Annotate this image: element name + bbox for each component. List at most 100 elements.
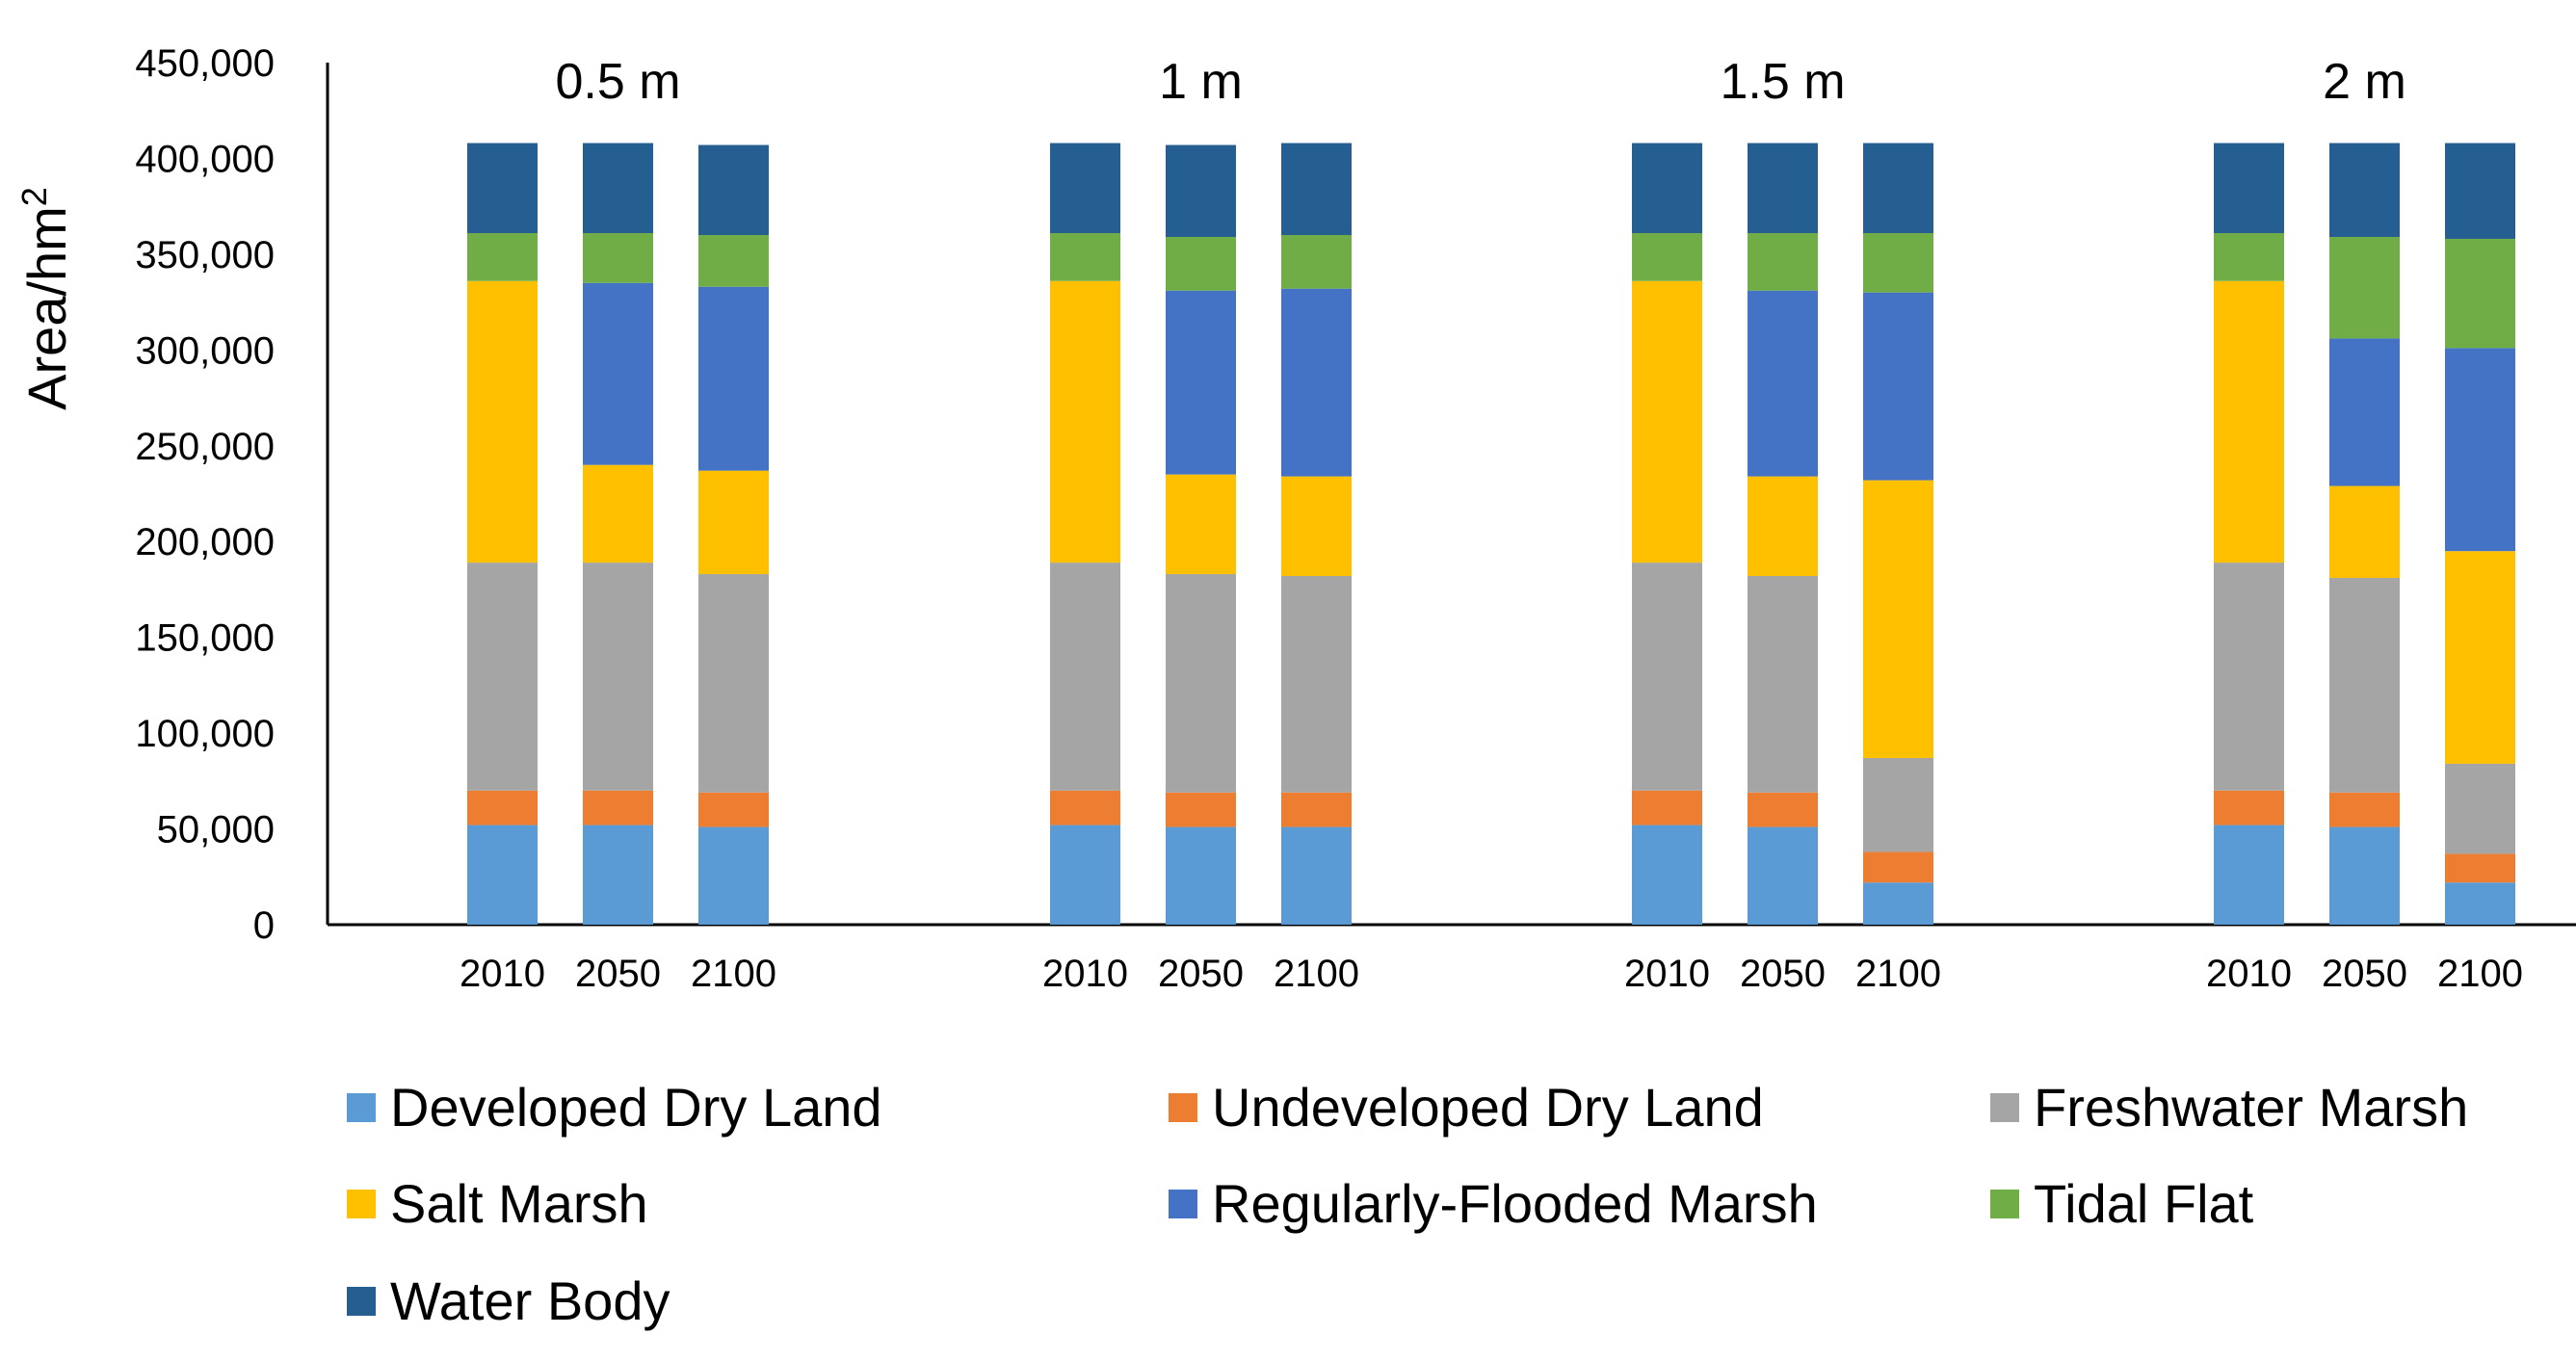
bar-segment bbox=[1050, 143, 1120, 234]
legend-swatch bbox=[1990, 1093, 2019, 1122]
y-tick-label: 250,000 bbox=[135, 426, 275, 468]
bar-segment bbox=[1748, 476, 1818, 577]
bar-segment bbox=[1632, 280, 1702, 563]
legend-swatch bbox=[1169, 1093, 1197, 1122]
group-title: 1 m bbox=[1159, 54, 1243, 110]
legend-label: Tidal Flat bbox=[2034, 1173, 2254, 1234]
bar-segment bbox=[1281, 476, 1352, 577]
bar-segment bbox=[2214, 790, 2284, 825]
bar-segment bbox=[1863, 757, 1933, 852]
bar-segment bbox=[1748, 792, 1818, 827]
bar-segment bbox=[1863, 143, 1933, 234]
bar-segment bbox=[2214, 280, 2284, 563]
bar-segment bbox=[583, 464, 653, 563]
bar-segment bbox=[583, 282, 653, 465]
bar-segment bbox=[1281, 288, 1352, 477]
legend-label: Water Body bbox=[390, 1270, 670, 1331]
bar-segment bbox=[2329, 143, 2400, 237]
bar-segment bbox=[467, 790, 538, 825]
y-tick-label: 350,000 bbox=[135, 234, 275, 276]
x-tick-label: 2100 bbox=[1274, 953, 1359, 995]
x-tick-label: 2100 bbox=[1855, 953, 1941, 995]
bar-segment bbox=[1050, 563, 1120, 791]
bar-segment bbox=[1166, 574, 1236, 793]
bar-segment bbox=[1748, 233, 1818, 291]
bar-segment bbox=[2445, 143, 2515, 239]
y-tick-label: 100,000 bbox=[135, 713, 275, 755]
legend-label: Salt Marsh bbox=[390, 1173, 648, 1234]
bar-segment bbox=[583, 563, 653, 791]
bar-segment bbox=[698, 826, 769, 925]
group-title: 1.5 m bbox=[1720, 54, 1845, 110]
bar-segment bbox=[2329, 792, 2400, 827]
y-tick-label: 450,000 bbox=[135, 42, 275, 85]
bar-segment bbox=[1281, 143, 1352, 235]
bar-segment bbox=[1166, 826, 1236, 925]
legend-label: Undeveloped Dry Land bbox=[1212, 1077, 1764, 1138]
legend-label: Regularly-Flooded Marsh bbox=[1212, 1173, 1818, 1234]
x-tick-label: 2100 bbox=[2437, 953, 2523, 995]
y-tick-label: 150,000 bbox=[135, 617, 275, 660]
bar-segment bbox=[2445, 551, 2515, 764]
bar-segment bbox=[1166, 236, 1236, 291]
bar-segment bbox=[467, 233, 538, 281]
bar-segment bbox=[698, 574, 769, 793]
bar-segment bbox=[1632, 824, 1702, 925]
group-title: 2 m bbox=[2323, 54, 2406, 110]
bar-segment bbox=[1166, 474, 1236, 575]
bar-segment bbox=[2214, 143, 2284, 234]
bar-segment bbox=[2214, 233, 2284, 281]
bar-segment bbox=[2445, 348, 2515, 552]
bar-segment bbox=[467, 280, 538, 563]
bar-segment bbox=[698, 235, 769, 287]
bar-segment bbox=[698, 470, 769, 575]
bar-segment bbox=[1050, 790, 1120, 825]
x-tick-label: 2050 bbox=[1158, 953, 1244, 995]
bar-segment bbox=[1748, 290, 1818, 477]
x-tick-label: 2010 bbox=[1624, 953, 1710, 995]
legend-swatch bbox=[347, 1190, 376, 1218]
legend-label: Freshwater Marsh bbox=[2034, 1077, 2468, 1138]
x-tick-label: 2010 bbox=[460, 953, 545, 995]
x-tick-label: 2050 bbox=[1740, 953, 1826, 995]
x-tick-label: 2050 bbox=[575, 953, 661, 995]
bar-segment bbox=[2329, 236, 2400, 339]
bar-segment bbox=[1281, 826, 1352, 925]
bar-segment bbox=[1863, 851, 1933, 883]
x-tick-label: 2100 bbox=[691, 953, 776, 995]
legend-swatch bbox=[1169, 1190, 1197, 1218]
bar-segment bbox=[2445, 238, 2515, 349]
legend-swatch bbox=[1990, 1190, 2019, 1218]
bar-segment bbox=[583, 233, 653, 283]
bar-segment bbox=[2214, 563, 2284, 791]
bar-segment bbox=[1632, 233, 1702, 281]
bar-segment bbox=[1863, 292, 1933, 481]
x-tick-label: 2010 bbox=[1042, 953, 1128, 995]
y-tick-label: 0 bbox=[253, 904, 275, 947]
bar-segment bbox=[1632, 143, 1702, 234]
bar-segment bbox=[698, 286, 769, 471]
bar-segment bbox=[1281, 576, 1352, 793]
group-title: 0.5 m bbox=[555, 54, 680, 110]
bar-segment bbox=[1166, 792, 1236, 827]
bar-segment bbox=[2329, 826, 2400, 925]
bar-segment bbox=[2329, 578, 2400, 793]
legend: Developed Dry Land Undeveloped Dry Land Fr… bbox=[347, 1077, 2468, 1331]
bar-segment bbox=[2445, 763, 2515, 854]
legend-swatch bbox=[347, 1093, 376, 1122]
bar-segment bbox=[1863, 480, 1933, 758]
y-tick-label: 200,000 bbox=[135, 521, 275, 563]
bar-segment bbox=[1050, 233, 1120, 281]
y-tick-label: 400,000 bbox=[135, 138, 275, 180]
bar-segment bbox=[698, 144, 769, 235]
bar-segment bbox=[1632, 790, 1702, 825]
bar-segment bbox=[467, 563, 538, 791]
bar-segment bbox=[2329, 338, 2400, 486]
bar-segment bbox=[2214, 824, 2284, 925]
bar-segment bbox=[698, 792, 769, 827]
bar-segment bbox=[1748, 576, 1818, 793]
labels: 0 50,000 100,000 150,000 200,000 250,000 300,0… bbox=[14, 42, 2523, 995]
bar-segment bbox=[1748, 143, 1818, 234]
bar-segment bbox=[467, 824, 538, 925]
